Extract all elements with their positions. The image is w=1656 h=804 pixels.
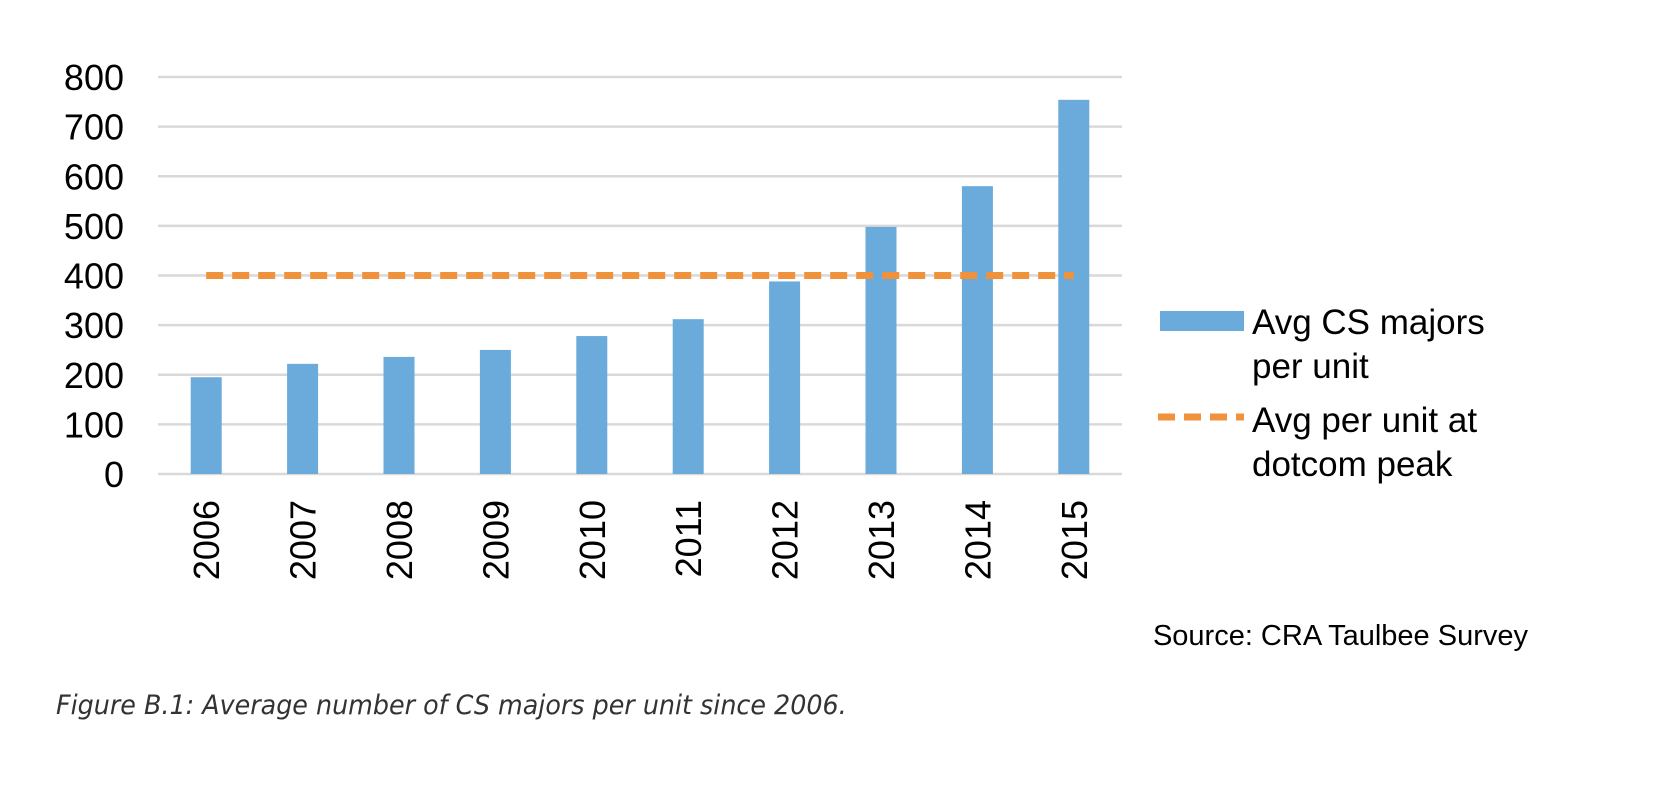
- x-tick-label: 2011: [668, 500, 709, 577]
- bar-2011: [672, 319, 704, 474]
- y-tick-label: 800: [64, 57, 124, 98]
- x-tick-label: 2015: [1054, 500, 1095, 580]
- legend-bar-swatch: [1160, 311, 1244, 331]
- bar-2007: [287, 363, 319, 474]
- bar-2008: [383, 356, 415, 474]
- y-axis-ticks: 0 100 200 300 400 500 600 700 800: [64, 57, 124, 495]
- x-tick-label: 2010: [572, 500, 613, 580]
- y-tick-label: 700: [64, 107, 124, 148]
- x-tick-label: 2007: [283, 500, 324, 580]
- x-tick-label: 2014: [957, 500, 998, 580]
- x-tick-label: 2008: [379, 500, 420, 580]
- legend-bar-label-line-1: Avg CS majors: [1252, 303, 1485, 342]
- x-tick-label: 2013: [861, 500, 902, 580]
- y-tick-label: 100: [64, 404, 124, 445]
- bar-2014: [961, 186, 993, 475]
- figure-caption: Figure B.1: Average number of CS majors …: [56, 690, 847, 721]
- x-axis-ticks: 2006 2007 2008 2009 2010 2011 2012 2013 2014 2015: [186, 500, 1095, 580]
- bar-2010: [576, 336, 608, 474]
- y-tick-label: 200: [64, 355, 124, 396]
- y-tick-label: 0: [104, 454, 124, 495]
- bar-2006: [190, 377, 222, 474]
- bar-2012: [769, 281, 801, 474]
- x-tick-label: 2009: [475, 500, 516, 580]
- bar-2009: [479, 349, 511, 474]
- x-tick-label: 2006: [186, 500, 227, 580]
- bar-2015: [1058, 99, 1090, 474]
- y-tick-label: 300: [64, 305, 124, 346]
- bar-series: [190, 99, 1090, 475]
- y-tick-label: 500: [64, 206, 124, 247]
- source-note: Source: CRA Taulbee Survey: [1153, 620, 1529, 652]
- legend-line-label-line-2: dotcom peak: [1252, 445, 1453, 484]
- legend-bar-label-line-2: per unit: [1252, 347, 1369, 386]
- legend: Avg CS majors per unit Avg per unit at d…: [1158, 303, 1485, 484]
- y-tick-label: 600: [64, 156, 124, 197]
- y-tick-label: 400: [64, 256, 124, 297]
- bar-2013: [865, 226, 897, 474]
- legend-line-label-line-1: Avg per unit at: [1252, 401, 1477, 440]
- x-tick-label: 2012: [765, 500, 806, 580]
